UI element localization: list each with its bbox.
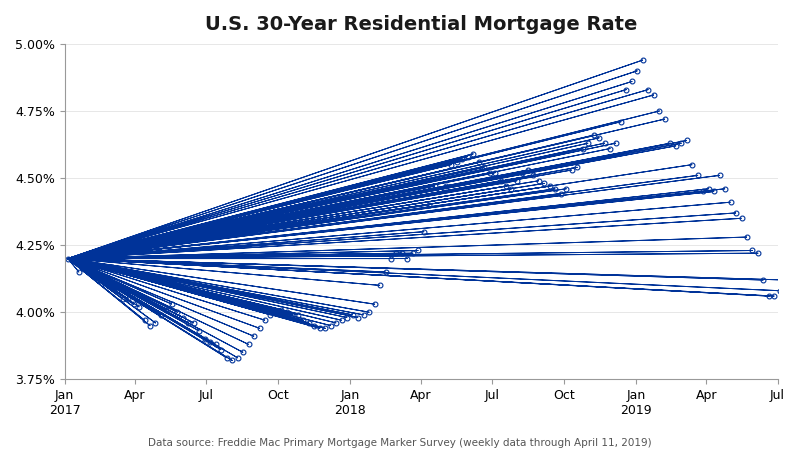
Title: U.S. 30-Year Residential Mortgage Rate: U.S. 30-Year Residential Mortgage Rate	[205, 15, 638, 34]
Text: Data source: Freddie Mac Primary Mortgage Marker Survey (weekly data through Apr: Data source: Freddie Mac Primary Mortgag…	[148, 437, 652, 447]
